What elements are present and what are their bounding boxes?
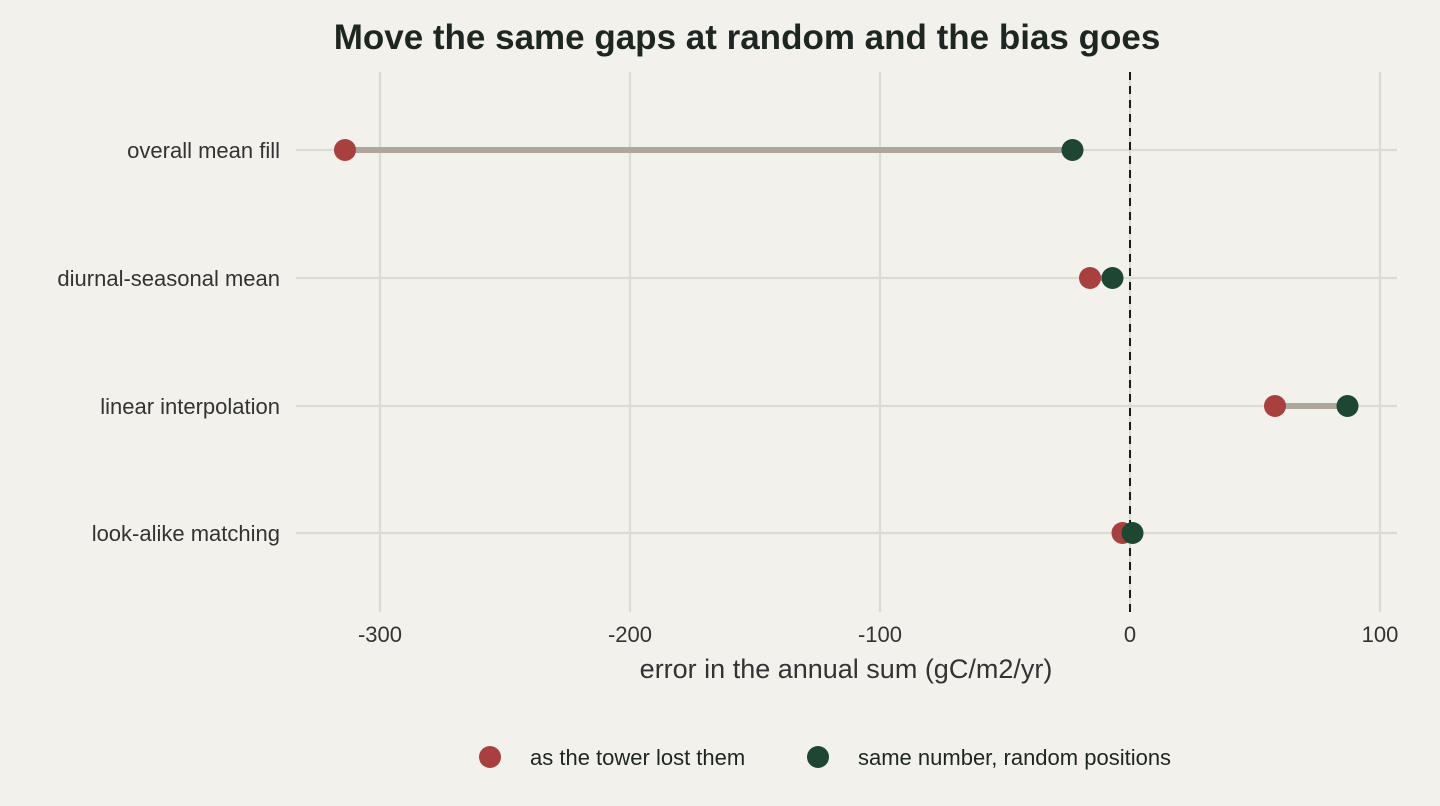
y-tick-label-3: look-alike matching xyxy=(92,521,280,546)
legend-label-as-lost: as the tower lost them xyxy=(530,745,745,770)
legend-swatch-as-lost xyxy=(479,746,501,768)
x-tick-label-0: -300 xyxy=(358,622,402,647)
x-tick-label-4: 100 xyxy=(1362,622,1399,647)
point-series0-2 xyxy=(1264,395,1286,417)
point-series1-2 xyxy=(1336,395,1359,417)
legend-label-random: same number, random positions xyxy=(858,745,1171,770)
x-axis-tick-labels: -300 -200 -100 0 100 xyxy=(358,622,1398,647)
point-series1-3 xyxy=(1121,522,1144,544)
y-tick-label-0: overall mean fill xyxy=(127,138,280,163)
y-axis-tick-labels: overall mean fill diurnal-seasonal mean li… xyxy=(57,138,280,546)
point-series1-0 xyxy=(1061,139,1084,161)
point-series0-1 xyxy=(1079,267,1101,289)
chart-title: Move the same gaps at random and the bia… xyxy=(334,18,1161,57)
x-axis-title: error in the annual sum (gC/m2/yr) xyxy=(640,654,1053,684)
y-tick-label-1: diurnal-seasonal mean xyxy=(57,266,280,291)
x-tick-label-1: -200 xyxy=(608,622,652,647)
x-tick-label-3: 0 xyxy=(1124,622,1136,647)
x-tick-label-2: -100 xyxy=(858,622,902,647)
point-series0-0 xyxy=(334,139,356,161)
legend-swatch-random xyxy=(807,746,829,768)
legend: as the tower lost them same number, rand… xyxy=(479,745,1171,770)
y-tick-label-2: linear interpolation xyxy=(100,394,280,419)
point-series1-1 xyxy=(1101,267,1124,289)
points xyxy=(334,139,1359,544)
